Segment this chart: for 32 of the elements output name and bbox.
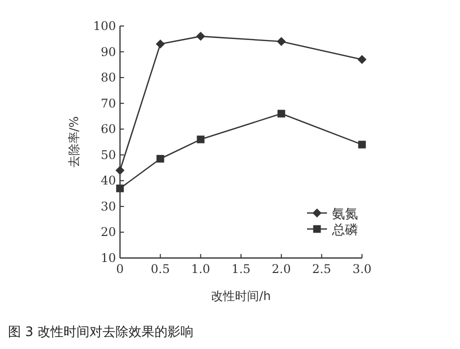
caption: 图 3 改性时间对去除效果的影响: [8, 325, 194, 340]
point: [278, 110, 286, 118]
x-tick-label: 1.0: [191, 262, 210, 276]
y-axis-title: 去除率/%: [67, 116, 81, 168]
point: [358, 55, 366, 64]
point: [276, 36, 286, 46]
y-tick-label: 10: [100, 251, 116, 265]
y-tick-label: 90: [100, 44, 116, 59]
point: [358, 140, 366, 148]
x-tick-label: 1.5: [231, 262, 251, 276]
y-tick-label: 70: [100, 96, 116, 110]
x-tick-label: 3.0: [352, 262, 372, 276]
x-tick-label: 2.5: [312, 262, 332, 276]
x-axis-title: 改性时间/h: [211, 289, 271, 303]
y-tick-label: 40: [100, 174, 116, 188]
point: [116, 184, 124, 192]
y-tick-label: 30: [100, 199, 116, 214]
y-tick-label: 80: [100, 70, 116, 85]
point: [156, 40, 165, 49]
point: [196, 136, 204, 144]
legend-label: 总磷: [331, 223, 358, 238]
x-tick-label: 2.0: [272, 262, 291, 276]
x-tick-label: 0: [116, 262, 124, 276]
x-tick-label: 0.5: [150, 262, 170, 276]
y-tick-label: 50: [100, 148, 116, 162]
point: [196, 32, 206, 41]
y-tick-label: 20: [100, 225, 116, 240]
y-tick-label: 60: [100, 122, 116, 136]
point: [156, 154, 164, 163]
legend-label: 氨氮: [332, 207, 358, 222]
point: [116, 166, 124, 175]
y-tick-label: 100: [93, 19, 116, 33]
